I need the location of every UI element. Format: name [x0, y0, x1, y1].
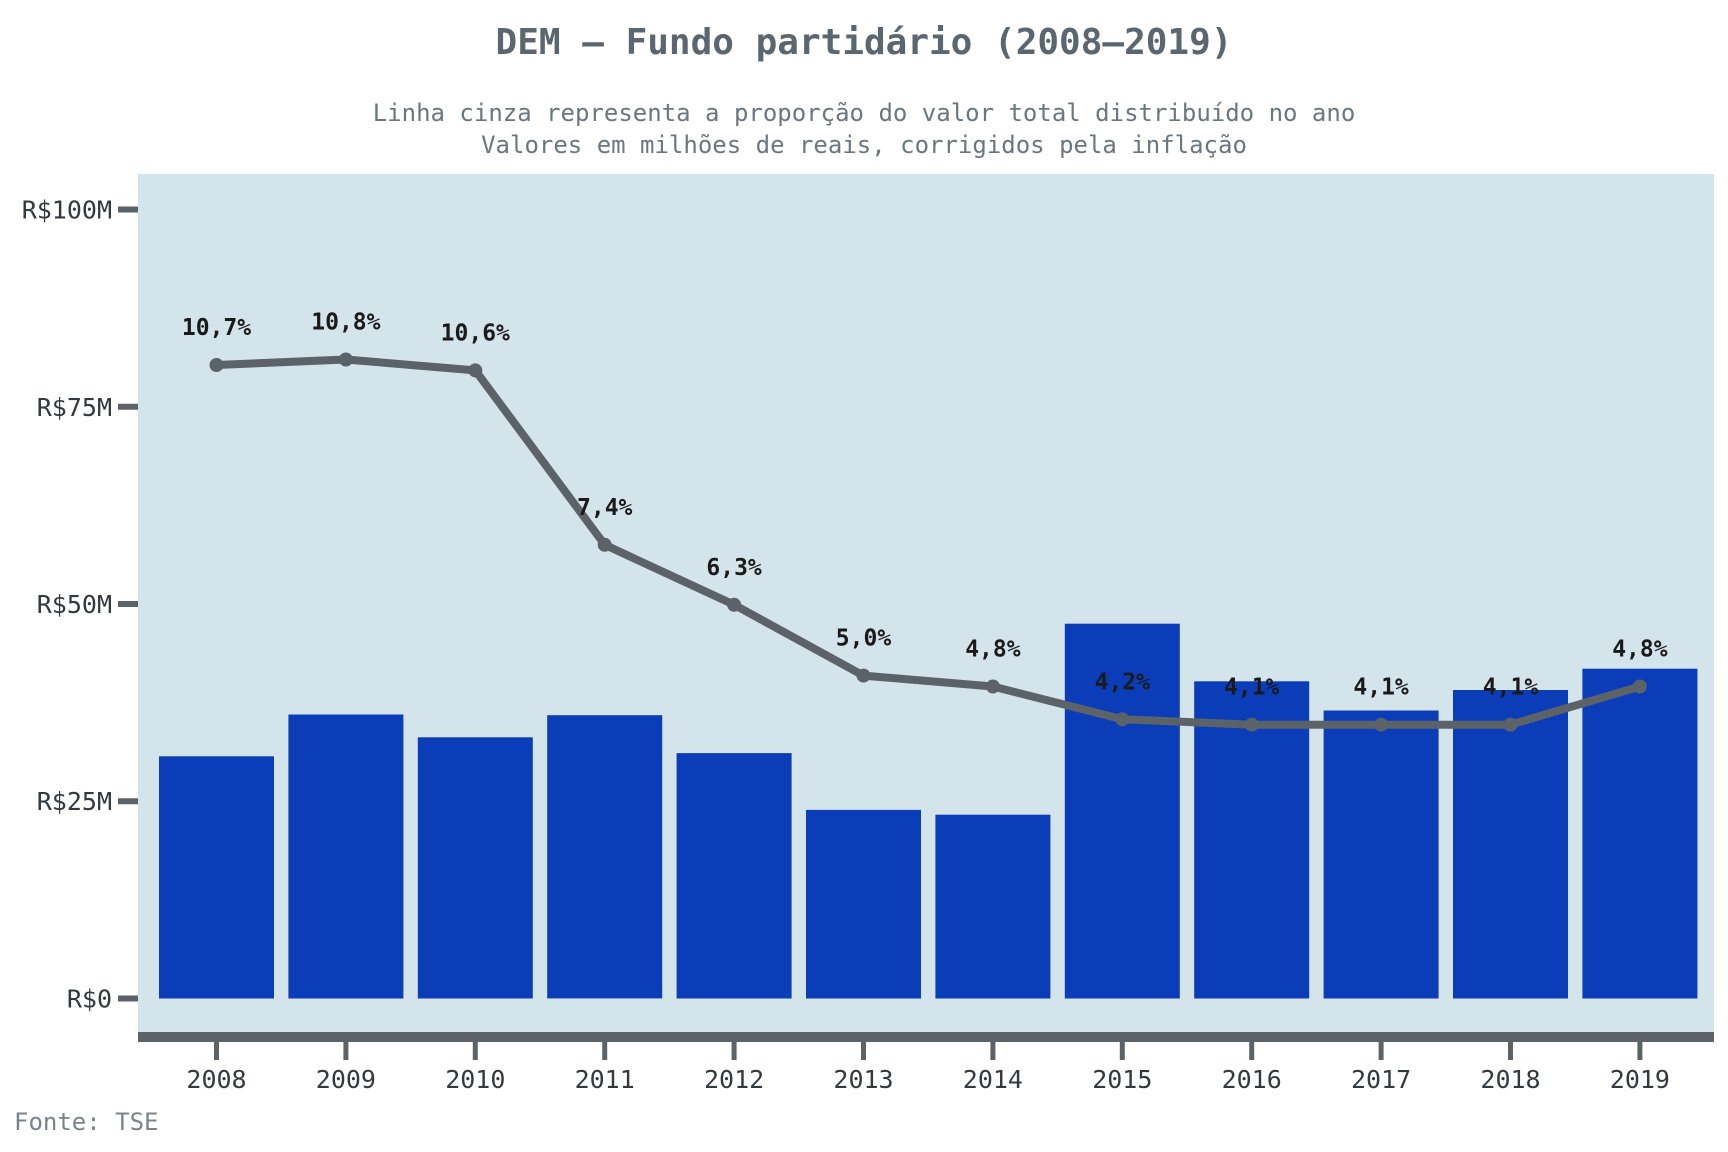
share-point-2009 [338, 352, 353, 367]
share-point-2008 [209, 358, 224, 372]
y-tick-label-0: R$0 [67, 985, 112, 1014]
share-point-2010 [468, 363, 483, 378]
x-tick-label-2019: 2019 [1610, 1065, 1670, 1094]
x-tick-label-2009: 2009 [316, 1065, 376, 1094]
bar-2009 [288, 714, 404, 999]
x-tick-label-2010: 2010 [445, 1065, 505, 1094]
share-label-2008: 10,7% [182, 315, 251, 341]
y-tick-label-25: R$25M [37, 787, 112, 816]
x-tick-label-2012: 2012 [704, 1065, 764, 1094]
bar-2012 [676, 753, 792, 999]
share-point-2018 [1503, 717, 1518, 732]
bar-2018 [1453, 690, 1568, 999]
x-tick-label-2016: 2016 [1222, 1065, 1282, 1094]
x-tick-label-2014: 2014 [963, 1065, 1023, 1094]
x-axis: 2008 2009 2010 2011 2012 2013 2014 2015 2016 2017… [138, 1032, 1714, 1094]
share-point-2017 [1374, 717, 1389, 732]
x-tick-label-2015: 2015 [1092, 1065, 1152, 1094]
share-label-2013: 5,0% [836, 626, 892, 652]
share-point-2011 [597, 537, 612, 552]
share-point-2014 [985, 679, 1000, 694]
chart-subtitle-line-1: Linha cinza representa a proporção do va… [373, 99, 1356, 127]
share-label-2018: 4,1% [1483, 675, 1539, 701]
share-line-series: 10,7% 10,8% 10,6% 7,4% 6,3% 5,0% 4,8% 4,2% 4,1% 4… [182, 310, 1668, 732]
share-label-2015: 4,2% [1095, 669, 1151, 695]
bar-2013 [806, 809, 921, 999]
bar-series [159, 623, 1698, 999]
share-label-2016: 4,1% [1224, 675, 1280, 701]
chart-subtitle-line-2: Valores em milhões de reais, corrigidos … [481, 131, 1247, 159]
share-label-2009: 10,8% [311, 310, 380, 336]
bar-2010 [417, 737, 533, 999]
share-point-2015 [1115, 712, 1130, 727]
bar-2019 [1582, 668, 1698, 999]
bar-2014 [935, 814, 1051, 999]
bar-2016 [1194, 681, 1310, 999]
share-point-2013 [856, 668, 871, 683]
x-tick-label-2008: 2008 [186, 1065, 246, 1094]
y-tick-label-100: R$100M [22, 196, 112, 225]
bar-2015 [1064, 623, 1180, 999]
share-point-2012 [727, 597, 742, 612]
bar-2017 [1323, 710, 1439, 999]
chart-title: DEM – Fundo partidário (2008–2019) [496, 22, 1233, 63]
bar-2011 [547, 715, 663, 999]
share-line [212, 355, 1644, 729]
y-tick-label-50: R$50M [37, 590, 112, 619]
share-point-2016 [1244, 717, 1259, 732]
share-label-2017: 4,1% [1353, 675, 1409, 701]
share-label-2011: 7,4% [577, 495, 633, 521]
share-label-2010: 10,6% [441, 320, 510, 346]
share-label-2019: 4,8% [1612, 637, 1668, 663]
x-tick-label-2018: 2018 [1480, 1065, 1540, 1094]
x-tick-label-2011: 2011 [575, 1065, 635, 1094]
x-tick-label-2017: 2017 [1351, 1065, 1411, 1094]
y-axis: R$0 R$25M R$50M R$75M R$100M [22, 196, 138, 1014]
share-point-2019 [1632, 679, 1647, 694]
share-label-2012: 6,3% [706, 555, 762, 581]
x-tick-label-2013: 2013 [833, 1065, 893, 1094]
share-label-2014: 4,8% [965, 637, 1021, 663]
source-note: Fonte: TSE [14, 1108, 159, 1136]
bar-2008 [159, 756, 274, 999]
y-tick-label-75: R$75M [37, 393, 112, 422]
